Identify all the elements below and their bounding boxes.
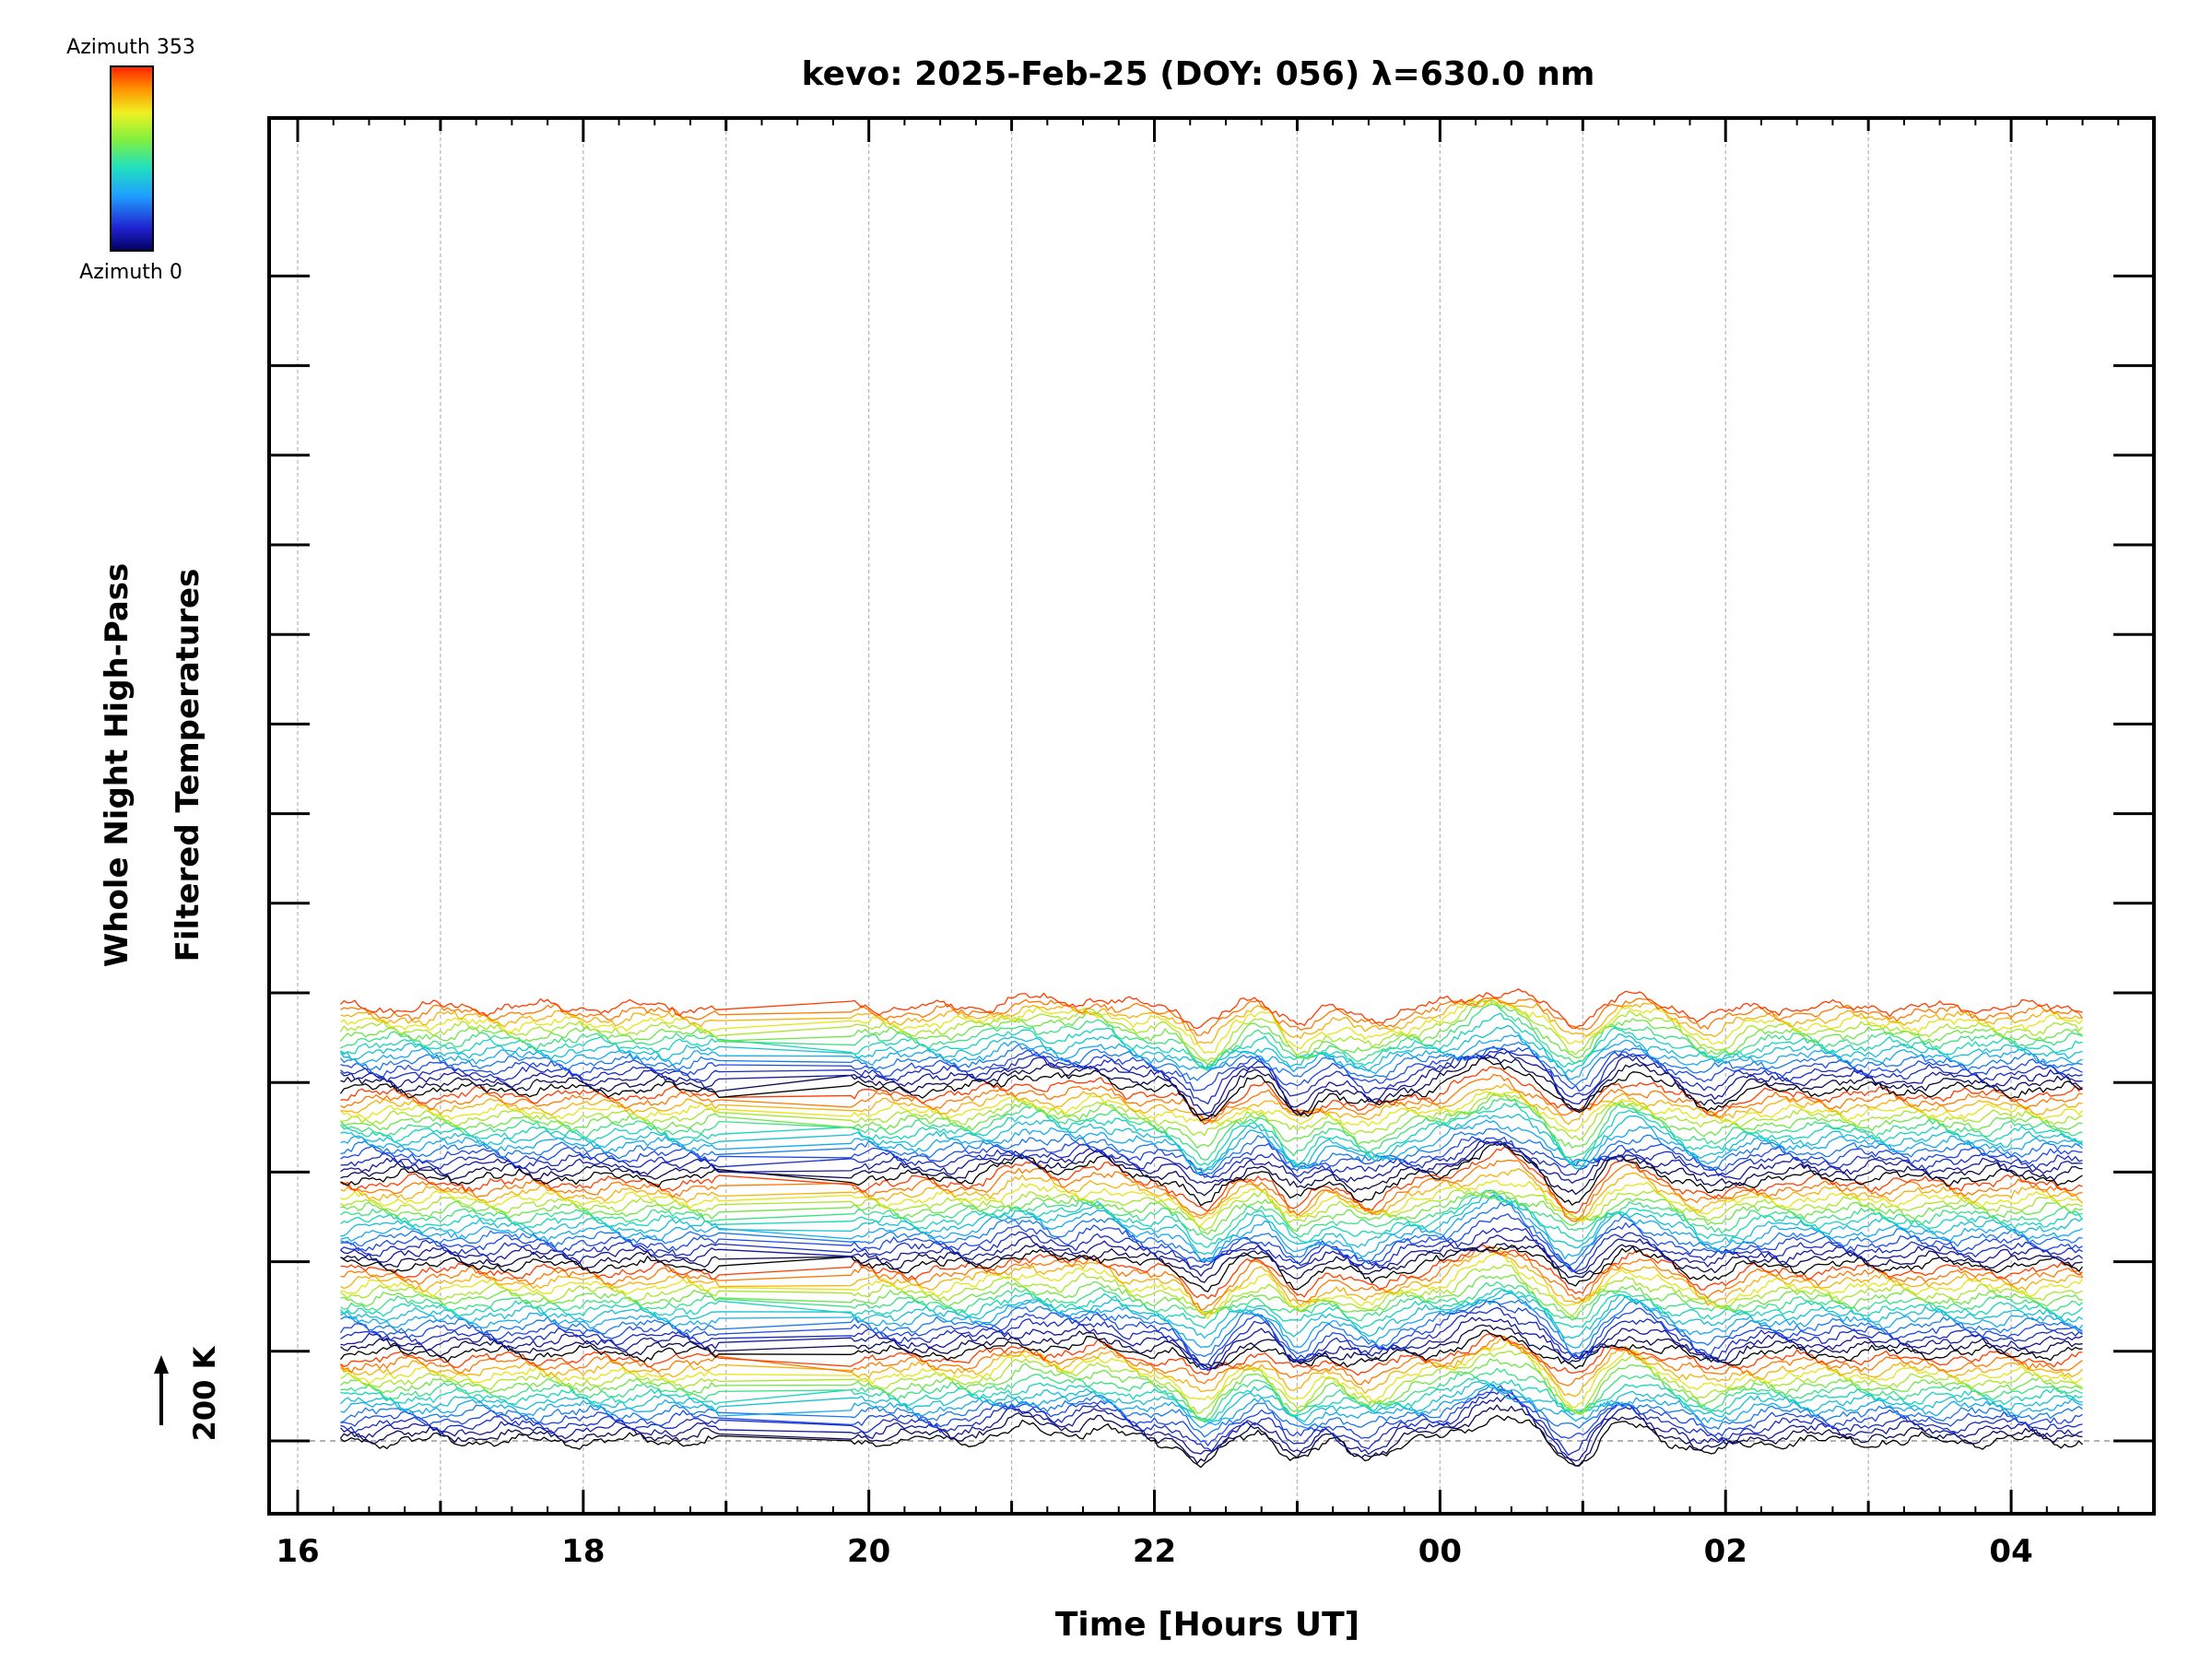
series-line (340, 1146, 2083, 1214)
series-line (340, 997, 2084, 1036)
x-tick-label: 18 (561, 1533, 605, 1570)
series-line (340, 1333, 2083, 1376)
series-line (340, 1289, 2083, 1339)
series-line (340, 1091, 2083, 1141)
series-line (340, 1159, 2083, 1222)
x-tick-label: 16 (276, 1533, 319, 1570)
series-line (340, 1244, 2083, 1300)
series-line (340, 1167, 2083, 1221)
series-line (340, 1384, 2083, 1438)
series-line (340, 1083, 2083, 1126)
scale-bar-label: 200 K (187, 1345, 222, 1441)
series-line (340, 1388, 2083, 1456)
series-line (340, 1193, 2083, 1241)
series-line (340, 1180, 2083, 1227)
series-line (340, 1119, 2083, 1175)
colorbar-bottom-label: Azimuth 0 (79, 261, 182, 284)
series-line (340, 1274, 2083, 1320)
series-line (340, 1244, 2084, 1311)
plot-frame (267, 116, 2156, 1516)
series-line (340, 1140, 2083, 1185)
x-tick-label: 02 (1704, 1533, 1747, 1570)
series-line (340, 1351, 2083, 1415)
series-line (340, 1050, 2083, 1115)
series-line (340, 1045, 2083, 1092)
series-line (339, 1056, 2083, 1122)
y-axis-label: Whole Night High-Pass Filtered Temperatu… (99, 563, 206, 968)
series-line (340, 988, 2083, 1030)
series-line (339, 998, 2083, 1066)
series-line (340, 1280, 2083, 1321)
series-line (339, 1404, 2083, 1467)
colorbar-top-label: Azimuth 353 (66, 36, 195, 59)
axes-layer: 16 18 20 22 00 02 04 (267, 116, 2156, 1570)
series-line (340, 1003, 2083, 1070)
series-line (340, 1127, 2083, 1176)
series-line (339, 1092, 2083, 1149)
x-tick-label: 22 (1133, 1533, 1176, 1570)
series-line (340, 1213, 2083, 1273)
series-line (339, 1329, 2083, 1370)
series-line (340, 1385, 2083, 1446)
series-line (340, 1394, 2083, 1462)
x-tick-label: 00 (1418, 1533, 1462, 1570)
series-line (339, 1041, 2083, 1087)
series-line (340, 1139, 2083, 1179)
series-line (340, 1245, 2083, 1316)
series-line (340, 997, 2083, 1054)
x-axis-label: Time [Hours UT] (1055, 1606, 1359, 1644)
series-line (340, 1340, 2083, 1409)
series-line (340, 1066, 2084, 1125)
series-line (339, 1300, 2083, 1367)
series-layer (339, 988, 2084, 1469)
series-line (339, 1034, 2083, 1080)
series-line (340, 1234, 2083, 1277)
series-line (340, 997, 2083, 1044)
colorbar-gradient (110, 65, 154, 252)
series-line (340, 1097, 2083, 1161)
series-line (340, 1384, 2083, 1429)
y-axis-label-line1: Whole Night High-Pass (99, 563, 135, 968)
series-line (340, 1024, 2083, 1075)
series-line (340, 1141, 2083, 1207)
x-tick-label: 04 (1989, 1533, 2032, 1570)
series-line (340, 1191, 2083, 1235)
series-line (340, 1091, 2084, 1132)
scale-bar: 200 K (154, 1345, 222, 1441)
series-line (339, 1103, 2083, 1166)
series-line (340, 1188, 2083, 1232)
series-line (340, 1358, 2083, 1422)
series-line (340, 1201, 2083, 1267)
series-line (340, 1227, 2083, 1273)
series-line (340, 1306, 2083, 1371)
scale-arrow-head (154, 1355, 169, 1374)
y-axis-label-line2: Filtered Temperatures (170, 569, 206, 962)
series-line (340, 1140, 2083, 1197)
x-tick-label: 20 (847, 1533, 890, 1570)
series-line (340, 1381, 2083, 1422)
series-line (340, 1367, 2083, 1423)
series-line (340, 1189, 2084, 1248)
series-line (340, 1414, 2083, 1469)
series-line (340, 1264, 2083, 1317)
colorbar: Azimuth 353 Azimuth 0 (66, 36, 195, 284)
series-line (340, 1113, 2083, 1172)
series-line (340, 1048, 2083, 1105)
series-line (340, 1287, 2083, 1329)
series-line (340, 1299, 2083, 1358)
chart-title: kevo: 2025-Feb-25 (DOY: 056) λ=630.0 nm (802, 55, 1595, 93)
series-line (340, 1292, 2084, 1349)
